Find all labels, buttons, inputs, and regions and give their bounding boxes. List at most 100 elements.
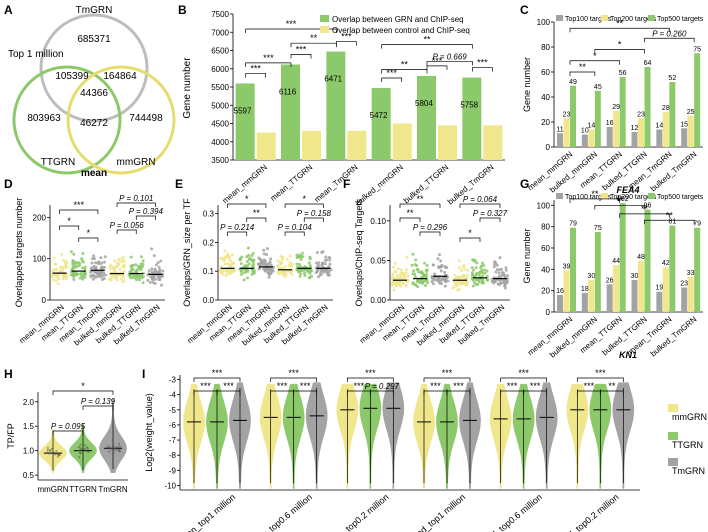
data-point: [425, 264, 429, 268]
data-point: [112, 445, 115, 448]
panel-label-f: C: [520, 3, 529, 17]
chart-c-y-tick-label: 0: [42, 296, 47, 305]
bar-top500-targets: [669, 225, 676, 312]
chart-i-y-label: Log2(weight_value): [144, 393, 154, 472]
bar-top500-targets: [594, 232, 601, 312]
data-point: [154, 277, 158, 281]
data-point: [81, 251, 85, 255]
chart-d-y-tick-label: 0.1: [203, 267, 215, 276]
data-point: [245, 259, 249, 263]
data-point: [123, 263, 127, 267]
data-point: [161, 274, 165, 278]
data-point: [120, 257, 124, 261]
chart-f-y-tick-label: 80: [541, 43, 550, 52]
legend-label: Top100 targets: [565, 16, 612, 23]
data-point: [139, 262, 143, 266]
bar-value-label: 16: [556, 288, 564, 295]
data-point: [57, 276, 61, 280]
chart-f-sig-label: **: [616, 18, 624, 28]
bar-value-label: 81: [668, 219, 676, 226]
data-point: [138, 265, 142, 269]
data-point: [438, 266, 442, 270]
data-point: [129, 255, 133, 259]
data-point: [501, 281, 505, 285]
chart-c-y-label: Overlapped targets number: [14, 198, 24, 308]
data-point: [64, 264, 68, 268]
data-point: [118, 445, 121, 448]
chart-i-x-tick-label: bulked_top0.2 million: [549, 492, 620, 532]
chart-d-sig-bracket: [246, 217, 267, 222]
chart-g-y-tick-label: 40: [541, 265, 550, 274]
panel-label-c: D: [4, 177, 13, 191]
data-point: [83, 448, 86, 451]
legend-swatch: [648, 15, 655, 21]
chart-i-sig-bracket: [216, 390, 241, 395]
bar-top500-targets: [644, 209, 651, 312]
data-point: [303, 271, 307, 275]
chart-c-sig-label: *: [87, 228, 91, 238]
chart-b-y-tick-label: 6000: [211, 65, 229, 74]
chart-g-y-label: Gene number: [522, 228, 532, 283]
gene-label: FEA4: [616, 185, 639, 195]
legend-swatch: [556, 15, 563, 21]
chart-e-sig-bracket: [399, 217, 421, 222]
bar-control-chip: [256, 132, 276, 160]
chart-b-between-sig-bracket: [245, 28, 337, 33]
data-point: [245, 255, 249, 259]
data-point: [118, 267, 122, 271]
chart-d-sig-bracket: [227, 231, 248, 236]
chart-i-sig-label: ***: [584, 381, 595, 391]
chart-b-within-sig-bracket: [335, 41, 357, 46]
data-point: [400, 281, 404, 285]
legend-label: TmGRN: [672, 466, 705, 476]
data-point: [460, 269, 464, 273]
data-point: [410, 263, 414, 267]
bar-value-label: 19: [655, 285, 663, 292]
chart-b: 3500 4000 4500 5000 5500 6000 6500 7000 7500 Gene…: [182, 10, 505, 208]
chart-h: 0.5 1.0 1.5 2.0 TP/FP mmGRN TTGRN TmGRN * P = 0.1…: [6, 381, 128, 494]
data-point: [262, 248, 266, 252]
data-point: [46, 446, 50, 449]
data-point: [114, 275, 118, 279]
legend-swatch: [668, 432, 678, 440]
bar-value-label: 12: [631, 125, 639, 132]
chart-i-y-tick-label: -6: [169, 421, 177, 430]
data-point: [276, 264, 280, 268]
data-point: [328, 256, 332, 260]
data-point: [73, 262, 77, 266]
bar-top200-targets: [588, 129, 595, 147]
bar-value-label: 18: [581, 286, 589, 293]
data-point: [421, 275, 425, 279]
data-point: [84, 446, 88, 450]
data-point: [100, 261, 104, 265]
data-point: [405, 255, 409, 259]
data-point: [220, 256, 224, 260]
chart-b-y-tick-label: 4000: [211, 138, 229, 147]
data-point: [252, 258, 256, 262]
chart-i-sig-bracket: [369, 390, 394, 395]
bar-top200-targets: [563, 118, 570, 147]
bar-value-label: 6116: [279, 88, 297, 97]
data-point: [295, 253, 299, 257]
data-point: [56, 282, 60, 286]
chart-d-y-tick-label: 0.0: [203, 296, 215, 305]
data-point: [395, 274, 399, 278]
data-point: [417, 280, 421, 284]
data-point: [471, 258, 475, 262]
data-point: [414, 258, 418, 262]
data-point: [411, 272, 415, 276]
data-point: [481, 281, 485, 285]
venn-region-tm-tt: 105399: [55, 71, 89, 82]
data-point: [102, 277, 106, 281]
data-point: [457, 287, 461, 291]
chart-e-sig-bracket: [479, 217, 501, 222]
chart-f-sig-bracket: [644, 37, 695, 43]
data-point: [327, 273, 331, 277]
chart-i-sig-label: ***: [442, 368, 453, 378]
data-point: [89, 266, 93, 270]
chart-d-sig-bracket: [303, 217, 324, 222]
data-point: [60, 252, 64, 256]
data-point: [413, 275, 417, 279]
data-point: [506, 274, 510, 278]
